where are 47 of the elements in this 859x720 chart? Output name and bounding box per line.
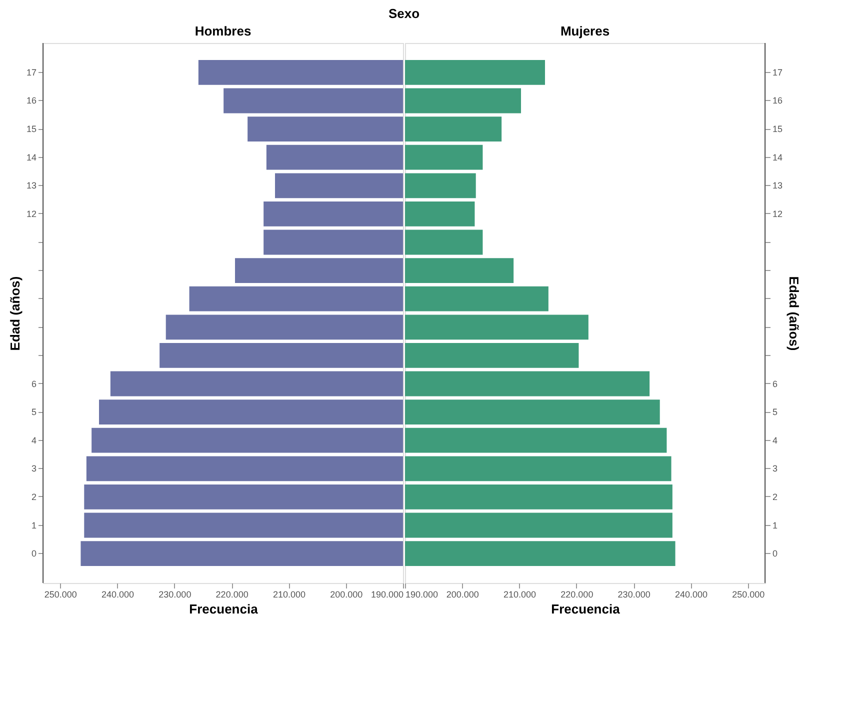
x-tick-label: 200.000 (446, 590, 479, 600)
y-tick-label: 15 (772, 124, 783, 134)
y-tick-label: 16 (26, 96, 36, 106)
x-axis-title: Frecuencia (189, 602, 259, 616)
x-tick-label: 210.000 (504, 590, 536, 600)
y-tick-label: 12 (26, 208, 36, 219)
y-tick-label: 1 (772, 520, 778, 530)
y-tick-label: 4 (772, 435, 778, 446)
x-tick-label: 230.000 (158, 590, 192, 600)
y-tick-label: 16 (772, 96, 783, 106)
y-tick-label: 15 (26, 124, 36, 134)
chart-title: Mujeres (560, 24, 610, 38)
y-tick-label: 1 (31, 520, 36, 530)
chart-title: Hombres (194, 24, 252, 38)
y-tick-label: 13 (772, 180, 783, 191)
x-tick-label: 220.000 (560, 590, 594, 600)
x-tick-label: 190.000 (406, 590, 438, 600)
y-tick-label: 13 (26, 180, 36, 191)
y-tick-label: 12 (772, 208, 783, 219)
x-tick-label: 240.000 (674, 590, 708, 600)
y-tick-label: 0 (772, 548, 778, 559)
y-tick-label: 3 (772, 464, 778, 474)
x-tick-label: 250.000 (44, 590, 77, 600)
y-tick-label: 17 (772, 67, 783, 78)
y-tick-label: 0 (31, 548, 36, 559)
y-tick-label: 5 (31, 407, 36, 418)
text: Sexo (388, 6, 420, 21)
x-tick-label: 240.000 (102, 590, 134, 600)
y-axis-title: Edad (años) (7, 276, 22, 351)
y-tick-label: 14 (26, 152, 36, 162)
y-tick-label: 14 (772, 152, 783, 162)
y-axis-title: Edad (años) (786, 276, 802, 351)
y-tick-label: 5 (772, 407, 778, 418)
x-tick-label: 210.000 (272, 590, 306, 600)
x-tick-label: 250.000 (732, 590, 765, 600)
y-tick-label: 6 (31, 378, 36, 389)
y-tick-label: 2 (772, 492, 778, 502)
y-tick-label: 2 (31, 492, 36, 502)
x-tick-label: 220.000 (216, 590, 248, 600)
x-axis-title: Frecuencia (551, 602, 621, 616)
x-tick-label: 190.000 (370, 590, 404, 600)
y-tick-label: 17 (26, 67, 36, 78)
y-tick-label: 6 (772, 378, 778, 389)
x-tick-label: 200.000 (330, 590, 363, 600)
y-tick-label: 4 (31, 435, 36, 446)
x-tick-label: 230.000 (618, 590, 650, 600)
y-tick-label: 3 (31, 464, 36, 474)
